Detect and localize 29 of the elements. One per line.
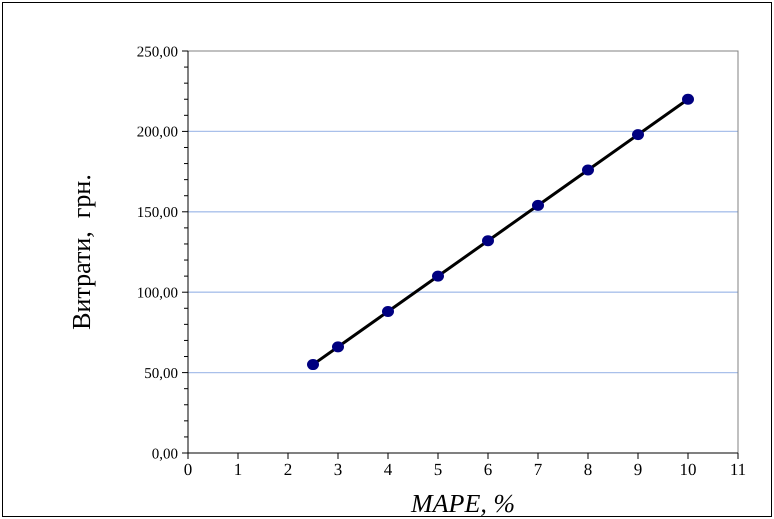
y-tick-label: 100,00	[136, 285, 178, 302]
y-tick-label: 200,00	[136, 124, 178, 141]
x-tick-label: 6	[484, 460, 492, 479]
x-tick-label: 2	[284, 460, 292, 479]
x-tick-label: 7	[534, 460, 543, 479]
point	[382, 306, 394, 317]
point	[307, 359, 319, 370]
x-tick-label: 4	[384, 460, 393, 479]
point	[632, 129, 644, 140]
x-tick-label: 0	[184, 460, 192, 479]
point	[482, 235, 494, 246]
y-tick-label: 150,00	[136, 205, 178, 222]
x-tick-label: 11	[730, 460, 746, 479]
x-tick-label: 1	[234, 460, 242, 479]
y-axis-title: Витрати, грн.	[67, 174, 96, 330]
x-tick-label: 3	[334, 460, 342, 479]
x-tick-label: 5	[434, 460, 442, 479]
x-tick-label: 9	[634, 460, 642, 479]
x-tick-label: 10	[680, 460, 696, 479]
point	[582, 164, 594, 176]
y-tick-label: 50,00	[144, 366, 178, 382]
y-tick-label: 0,00	[152, 446, 178, 462]
point	[432, 270, 444, 282]
x-tick-label: 8	[584, 460, 592, 479]
y-tick-label: 250,00	[136, 44, 178, 60]
point	[532, 200, 544, 211]
point	[332, 341, 344, 352]
x-axis-title: MAPE, %	[410, 489, 515, 518]
point	[682, 94, 694, 105]
